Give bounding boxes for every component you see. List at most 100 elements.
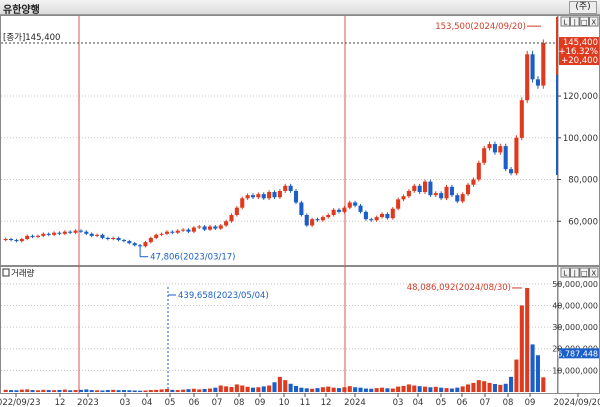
x-tick-label: 06 — [457, 398, 468, 407]
candle-body — [202, 226, 207, 230]
volume-bar — [476, 380, 481, 392]
price-panel-control[interactable] — [589, 16, 599, 27]
candle-body — [304, 215, 309, 226]
x-tick-label: 10 — [279, 398, 290, 407]
volume-bar — [336, 388, 342, 392]
candle-body — [78, 230, 83, 232]
volume-bar — [433, 386, 438, 392]
candle-body — [3, 239, 8, 241]
candle-body — [336, 209, 342, 212]
candle-body — [396, 199, 401, 209]
volume-bar — [186, 389, 191, 392]
x-tick-label: 12 — [321, 398, 332, 407]
price-panel[interactable] — [0, 15, 558, 266]
candle-body — [514, 137, 519, 174]
corner-button[interactable]: (주) — [569, 1, 597, 14]
volume-bar — [14, 390, 19, 392]
volume-bar — [449, 388, 454, 392]
volume-bar — [471, 382, 476, 392]
volume-panel-control-label: □ — [581, 270, 588, 278]
volume-bar — [202, 388, 207, 392]
candle-body — [272, 192, 277, 198]
x-tick-label: 11 — [300, 398, 311, 407]
candle-body — [164, 231, 170, 234]
candle-body — [175, 230, 180, 233]
volume-bar — [73, 390, 78, 392]
x-tick-label: 08 — [234, 398, 245, 407]
volume-bar — [530, 344, 535, 392]
candle-body — [256, 194, 261, 198]
volume-bar — [46, 390, 51, 392]
candle-body — [401, 196, 406, 200]
volume-bar — [3, 389, 8, 392]
volume-panel-control[interactable] — [570, 267, 580, 278]
x-tick-label: 2024 — [344, 398, 366, 407]
price-panel-control[interactable] — [579, 16, 589, 27]
volume-bar — [68, 390, 73, 392]
volume-bar — [116, 390, 121, 392]
volume-bar — [52, 390, 57, 392]
volume-bar — [25, 389, 30, 392]
candle-body — [342, 207, 347, 212]
candle-body — [535, 79, 540, 86]
volume-bars — [3, 287, 546, 392]
volume-bar — [229, 387, 234, 392]
volume-panel-control[interactable] — [589, 267, 599, 278]
price-panel-control-label: X — [591, 19, 596, 27]
volume-panel[interactable] — [0, 266, 558, 394]
volume-bar — [138, 390, 143, 392]
volume-bar — [390, 388, 395, 392]
candle-body — [385, 213, 390, 219]
x-tick-label: 05 — [165, 398, 176, 407]
price-panel-control[interactable] — [560, 16, 570, 27]
volume-series-marker — [2, 268, 10, 277]
candle-body — [52, 232, 57, 235]
stock-title: 유한양행 — [3, 5, 40, 16]
candle-body — [460, 194, 465, 202]
candle-body — [30, 235, 35, 237]
candle-body — [143, 242, 148, 247]
candle-body — [46, 233, 51, 235]
candle-body — [439, 193, 444, 199]
candle-body — [476, 162, 481, 180]
candle-body — [68, 231, 73, 233]
candle-body — [503, 146, 508, 170]
candle-body — [509, 169, 514, 174]
candle-body — [277, 191, 282, 198]
volume-panel-control[interactable] — [560, 267, 570, 278]
volume-bar — [19, 389, 24, 392]
candle-body — [9, 239, 14, 241]
volume-bar — [385, 388, 390, 392]
volume-bar — [482, 381, 487, 392]
candle-body — [466, 184, 471, 195]
volume-bar — [439, 387, 444, 392]
volume-bar — [541, 377, 546, 392]
volume-bar — [503, 383, 508, 392]
candle-body — [73, 230, 78, 233]
volume-bar — [315, 388, 320, 392]
candle-body — [310, 219, 315, 226]
current-price-value: 145,400 — [563, 38, 598, 48]
price-panel-control[interactable] — [570, 16, 580, 27]
volume-bar — [514, 359, 519, 392]
candle-body — [326, 215, 331, 218]
x-tick-label: 06 — [189, 398, 200, 407]
volume-bar — [132, 390, 137, 392]
current-volume-value: 6,787,448 — [557, 349, 598, 358]
stock-chart[interactable]: 120,000 100,000 80,000 60,000 50,000,000 40,0… — [0, 15, 600, 407]
candle-body — [530, 54, 535, 80]
change-rate-value: +16.32% — [558, 47, 598, 57]
volume-bar — [422, 386, 428, 392]
volume-bar — [234, 384, 239, 392]
volume-bar — [293, 385, 299, 392]
volume-tick-label: 30,000,000 — [552, 323, 598, 332]
chart-overlay: [종가]145,400 153,500(2024/09/20) 47,806(202… — [1, 16, 599, 391]
volume-series-label: 거래량 — [11, 268, 35, 279]
candle-body — [19, 239, 24, 242]
volume-panel-control[interactable] — [579, 267, 589, 278]
candle-body — [487, 144, 492, 149]
x-tick-label: 03 — [120, 398, 131, 407]
volume-bar — [525, 287, 530, 392]
volume-bar — [358, 387, 363, 392]
volume-bar — [121, 390, 127, 392]
